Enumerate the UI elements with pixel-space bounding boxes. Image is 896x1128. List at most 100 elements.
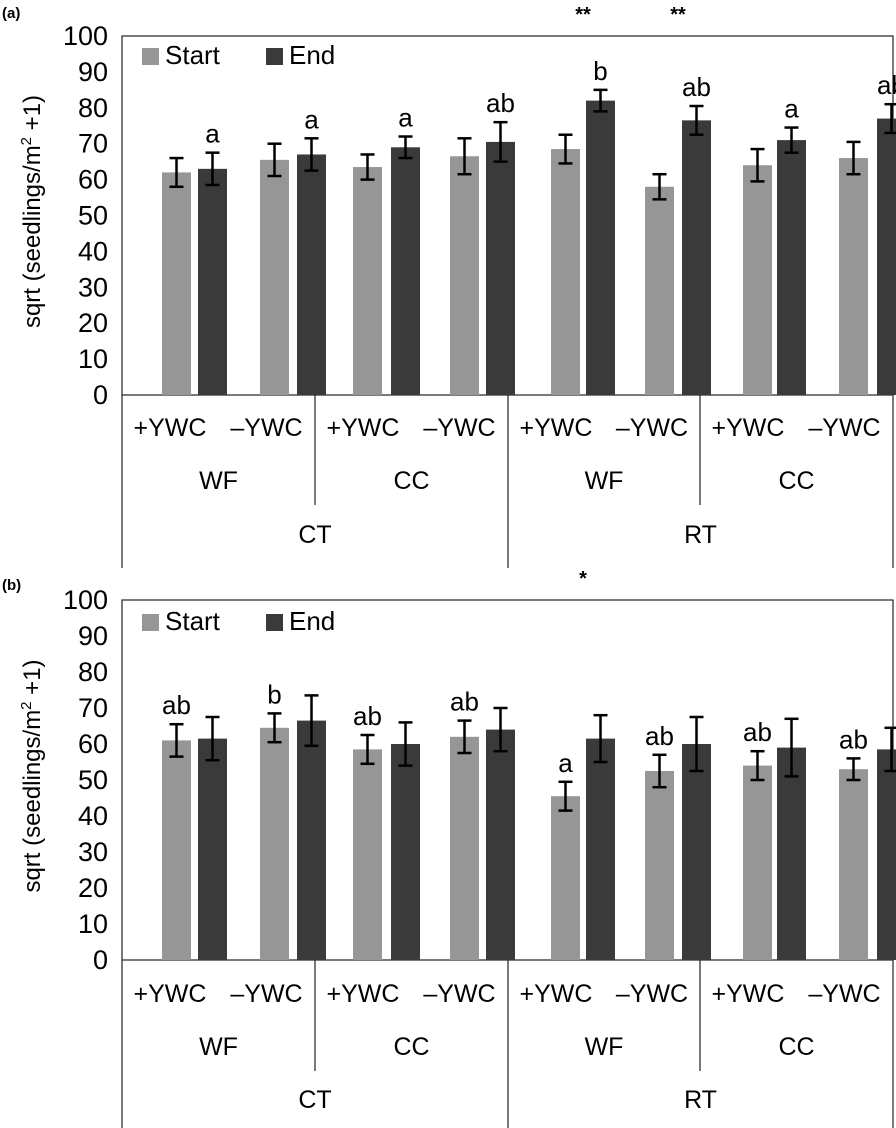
y-tick-label: 70 xyxy=(78,693,108,723)
significance-letter: b xyxy=(593,56,607,86)
significance-letter: a xyxy=(558,748,573,778)
legend-swatch-end xyxy=(266,614,283,631)
legend-swatch-start xyxy=(142,614,159,631)
x-tick-label: +YWC xyxy=(134,414,207,442)
legend-swatch-start xyxy=(142,48,159,65)
x-tick-label: –YWC xyxy=(616,414,688,442)
bar-end xyxy=(777,747,806,960)
x-supergroup-label: CT xyxy=(298,1086,331,1114)
bar-start xyxy=(450,156,479,395)
x-group-label: CC xyxy=(778,467,814,495)
y-tick-label: 20 xyxy=(78,873,108,903)
x-supergroup-label: CT xyxy=(298,521,331,549)
bar-start xyxy=(645,186,674,395)
significance-asterisk: ** xyxy=(670,4,686,26)
y-tick-label: 30 xyxy=(78,837,108,867)
y-tick-label: 60 xyxy=(78,729,108,759)
x-supergroup-label: RT xyxy=(684,521,717,549)
bar-end xyxy=(682,120,711,396)
bar-end xyxy=(777,140,806,395)
y-tick-label: 20 xyxy=(78,308,108,338)
bar-end xyxy=(198,168,227,395)
bar-start xyxy=(260,159,289,395)
bar-end xyxy=(877,118,896,395)
bar-start xyxy=(450,736,479,960)
legend-label-end: End xyxy=(289,40,335,70)
legend-label-start: Start xyxy=(165,40,221,70)
y-tick-label: 100 xyxy=(63,585,108,615)
significance-letter: b xyxy=(267,679,281,709)
x-tick-label: +YWC xyxy=(327,980,400,1008)
x-group-label: WF xyxy=(199,1033,238,1061)
x-group-label: WF xyxy=(199,467,238,495)
significance-asterisk: ** xyxy=(575,4,591,26)
x-tick-label: –YWC xyxy=(423,980,495,1008)
y-tick-label: 50 xyxy=(78,201,108,231)
bar-start xyxy=(162,172,191,395)
y-tick-label: 40 xyxy=(78,236,108,266)
bar-end xyxy=(586,738,615,960)
y-tick-label: 60 xyxy=(78,165,108,195)
y-tick-label: 100 xyxy=(63,21,108,51)
significance-letter: a xyxy=(784,94,799,124)
panel-a-chart: (a) 0 10 20 30 40 50 60 70 80 90 100 sqrt (seedlings… xyxy=(2,4,896,568)
x-group-label: CC xyxy=(393,467,429,495)
bar-start xyxy=(743,765,772,960)
significance-letter: ab xyxy=(486,88,515,118)
x-tick-label: –YWC xyxy=(230,414,302,442)
bar-start xyxy=(260,727,289,960)
significance-letter: ab xyxy=(162,690,191,720)
significance-letter: a xyxy=(304,104,319,134)
y-tick-label: 50 xyxy=(78,765,108,795)
panel-label: (b) xyxy=(2,577,21,594)
bar-end xyxy=(391,744,420,960)
bar-end xyxy=(297,154,326,395)
y-tick-label: 90 xyxy=(78,621,108,651)
x-tick-label: +YWC xyxy=(327,414,400,442)
x-supergroup-label: RT xyxy=(684,1086,717,1114)
significance-letter: ab xyxy=(839,724,868,754)
y-axis-label: sqrt (seedlings/m2 +1) xyxy=(18,659,46,892)
bar-end xyxy=(198,738,227,960)
x-group-label: WF xyxy=(585,467,624,495)
y-tick-label: 0 xyxy=(93,945,108,975)
bar-start xyxy=(162,740,191,960)
bar-start xyxy=(353,167,382,395)
legend-label-start: Start xyxy=(165,606,221,636)
panel-b-chart: (b) 0 10 20 30 40 50 60 70 80 90 100 sqrt (seedlings… xyxy=(2,568,896,1128)
bar-start xyxy=(839,158,868,395)
y-tick-label: 90 xyxy=(78,57,108,87)
y-axis-label: sqrt (seedlings/m2 +1) xyxy=(18,95,46,328)
y-tick-label: 70 xyxy=(78,129,108,159)
y-tick-label: 30 xyxy=(78,272,108,302)
x-tick-label: –YWC xyxy=(808,980,880,1008)
x-tick-label: +YWC xyxy=(712,980,785,1008)
bar-start xyxy=(551,149,580,395)
significance-letter: ab xyxy=(450,687,479,717)
bar-start xyxy=(839,769,868,960)
significance-letter: ab xyxy=(645,721,674,751)
significance-letter: ab xyxy=(877,70,896,100)
y-tick-label: 80 xyxy=(78,657,108,687)
y-tick-label: 0 xyxy=(93,380,108,410)
x-tick-label: +YWC xyxy=(520,980,593,1008)
bar-start xyxy=(743,165,772,395)
y-tick-label: 10 xyxy=(78,344,108,374)
bar-start xyxy=(353,749,382,960)
x-tick-label: –YWC xyxy=(616,980,688,1008)
significance-letter: ab xyxy=(743,717,772,747)
bar-start xyxy=(645,771,674,960)
x-tick-label: +YWC xyxy=(134,980,207,1008)
bar-end xyxy=(486,141,515,395)
x-tick-label: –YWC xyxy=(808,414,880,442)
legend-swatch-end xyxy=(266,48,283,65)
bar-end xyxy=(486,729,515,960)
x-group-label: CC xyxy=(778,1033,814,1061)
bar-end xyxy=(877,749,896,960)
bar-end xyxy=(586,100,615,396)
bar-end xyxy=(297,720,326,960)
significance-letter: a xyxy=(398,103,413,133)
significance-asterisk: * xyxy=(579,568,587,590)
x-tick-label: –YWC xyxy=(423,414,495,442)
